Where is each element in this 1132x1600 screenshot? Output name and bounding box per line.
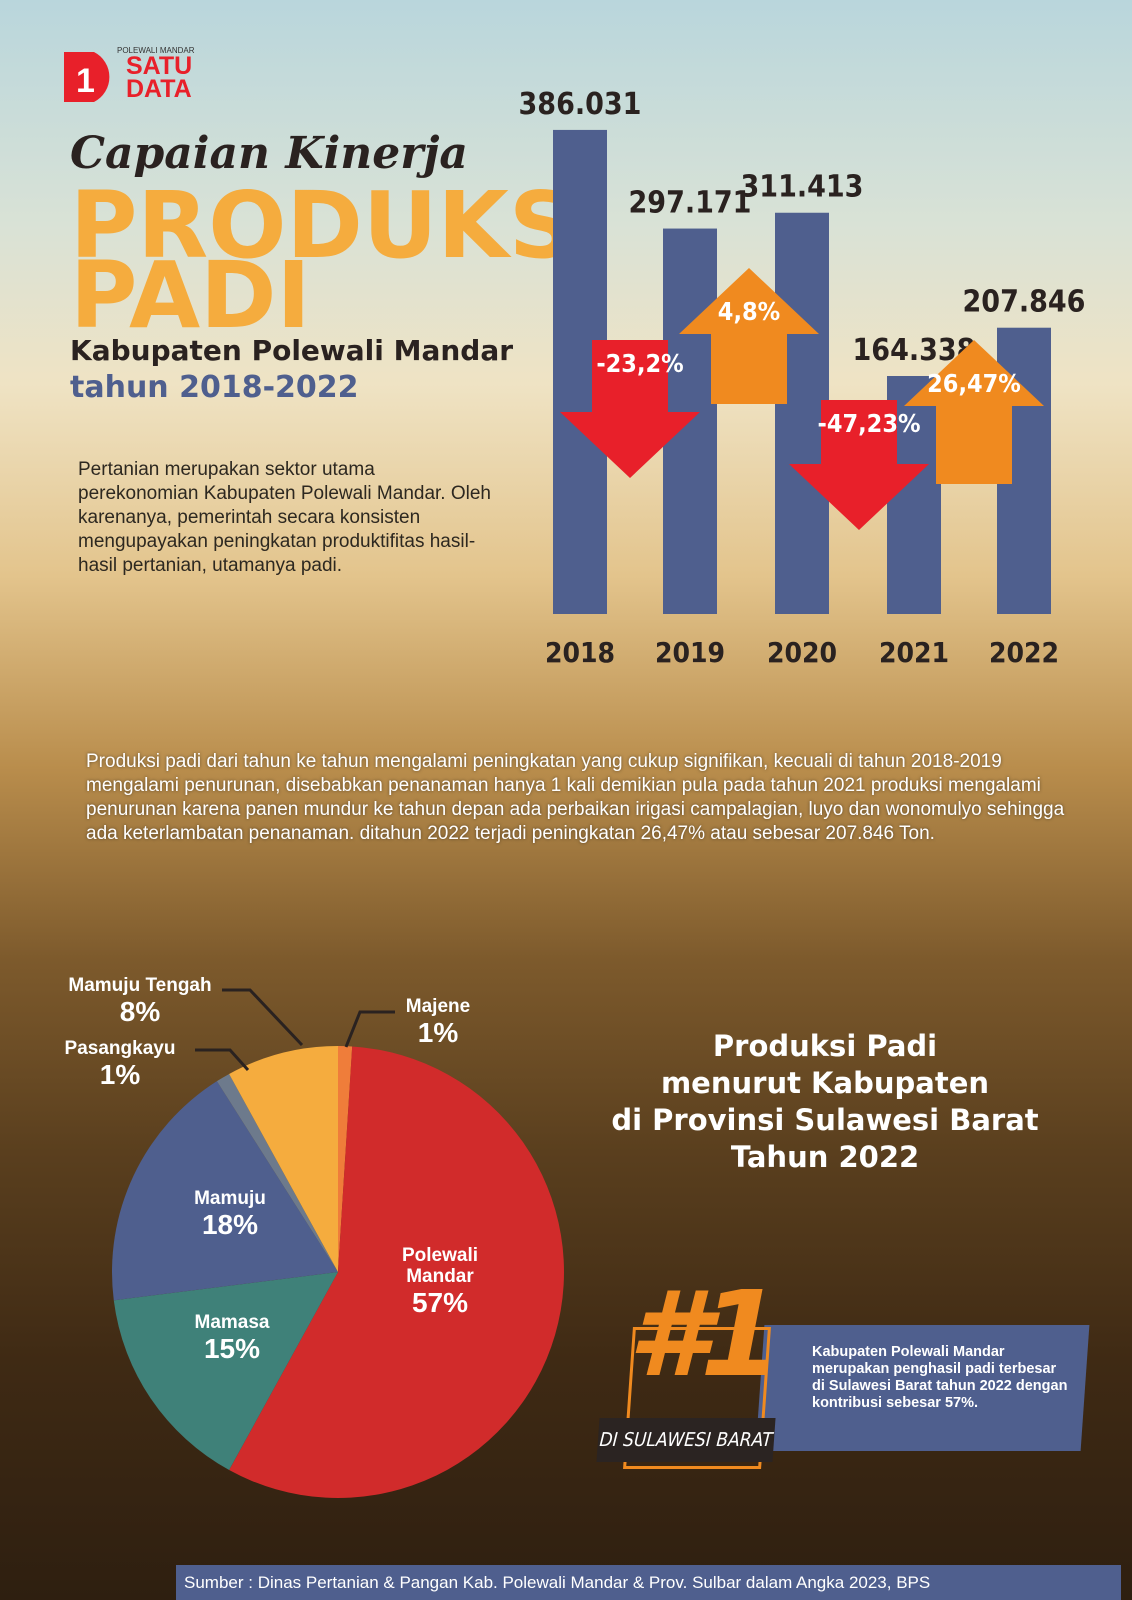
value-label: 311.413	[741, 170, 864, 205]
pie-title-line: Tahun 2022	[730, 1140, 920, 1174]
value-label: 297.171	[629, 186, 752, 221]
pie-title-line: menurut Kabupaten	[660, 1066, 990, 1100]
pie-title-line: Produksi Padi	[712, 1029, 938, 1063]
pie-label-mamasa: Mamasa 15%	[172, 1312, 292, 1365]
change-label: 4,8%	[718, 297, 780, 326]
value-label: 386.031	[519, 87, 642, 122]
slice-name: Majene	[405, 996, 471, 1017]
rank-number: #1	[628, 1265, 782, 1403]
badge-region: DI SULAWESI BARAT	[596, 1418, 776, 1462]
down-arrow-icon	[560, 340, 700, 478]
slice-name: Pasangkayu	[64, 1038, 176, 1059]
badge-text: Kabupaten Polewali Mandar merupakan peng…	[812, 1344, 1068, 1411]
subtitle: Kabupaten Polewali Mandar	[70, 334, 514, 367]
logo-d-icon: 1	[64, 52, 110, 102]
satu-data-logo: 1 POLEWALI MANDAR SATU DATA	[62, 46, 212, 106]
slice-name: Mamuju	[194, 1188, 266, 1209]
pie-title: Produksi Padi menurut Kabupaten di Provi…	[590, 1028, 1060, 1176]
slice-name: Polewali	[401, 1245, 479, 1266]
source-footer: Sumber : Dinas Pertanian & Pangan Kab. P…	[176, 1565, 1121, 1600]
slice-percent: 15%	[203, 1333, 261, 1364]
pie-slice-mamasa	[113, 1272, 338, 1471]
value-label: 207.846	[963, 285, 1086, 320]
logo-line1: SATU	[126, 52, 193, 80]
slice-percent: 57%	[411, 1287, 469, 1318]
description-paragraph: Produksi padi dari tahun ke tahun mengal…	[86, 751, 1065, 844]
pie-slice-mamuju-tengah	[229, 1046, 338, 1272]
pie-label-pasangkayu: Pasangkayu 1%	[50, 1038, 190, 1091]
pie-slice-mamuju	[111, 1081, 338, 1301]
change-label: -47,23%	[817, 409, 920, 438]
leader-line	[344, 1010, 395, 1048]
logo-line2: DATA	[126, 75, 192, 103]
intro-text: Pertanian merupakan sektor utama perekon…	[78, 459, 491, 576]
up-arrow-icon	[904, 340, 1044, 484]
logo-org: POLEWALI MANDAR	[117, 46, 195, 55]
slice-percent: 1%	[417, 1017, 459, 1048]
pie-slice-pasangkayu	[216, 1073, 338, 1272]
slice-name: Mamasa	[194, 1312, 270, 1333]
leader-line	[195, 1048, 250, 1072]
years: tahun 2018-2022	[70, 370, 359, 405]
leader-line	[222, 988, 304, 1047]
pie-slice-polewali-mandar	[229, 1046, 565, 1498]
title-line1: PRODUKSI	[70, 172, 610, 279]
year-label: 2020	[767, 636, 837, 669]
year-label: 2021	[879, 636, 949, 669]
change-label: -23,2%	[596, 349, 683, 378]
year-label: 2018	[545, 636, 615, 669]
change-label: 26,47%	[927, 369, 1021, 398]
up-arrow-icon	[679, 268, 819, 404]
svg-text:1: 1	[76, 62, 95, 100]
pie-title-line: di Provinsi Sulawesi Barat	[611, 1103, 1039, 1137]
slice-percent: 1%	[99, 1059, 141, 1090]
bar-chart: 386.0312018297.1712019311.4132020164.338…	[519, 87, 1086, 669]
slice-name: Mandar	[406, 1266, 474, 1287]
pie-label-mamuju: Mamuju 18%	[180, 1188, 280, 1241]
slice-name: Mamuju Tengah	[68, 975, 212, 996]
title-line2: PADI	[70, 242, 311, 349]
slice-percent: 8%	[119, 996, 161, 1027]
pie-slice-majene	[338, 1046, 353, 1272]
pie-chart	[111, 988, 565, 1498]
bar-2020	[775, 212, 829, 614]
slice-percent: 18%	[201, 1209, 259, 1240]
pie-label-majene: Majene 1%	[398, 996, 478, 1049]
year-label: 2019	[655, 636, 725, 669]
pie-label-mamuju-tengah: Mamuju Tengah 8%	[50, 975, 230, 1028]
down-arrow-icon	[789, 400, 929, 530]
pie-label-polewali-mandar: Polewali Mandar 57%	[380, 1245, 500, 1319]
script-title: Capaian Kinerja	[70, 128, 468, 179]
year-label: 2022	[989, 636, 1059, 669]
